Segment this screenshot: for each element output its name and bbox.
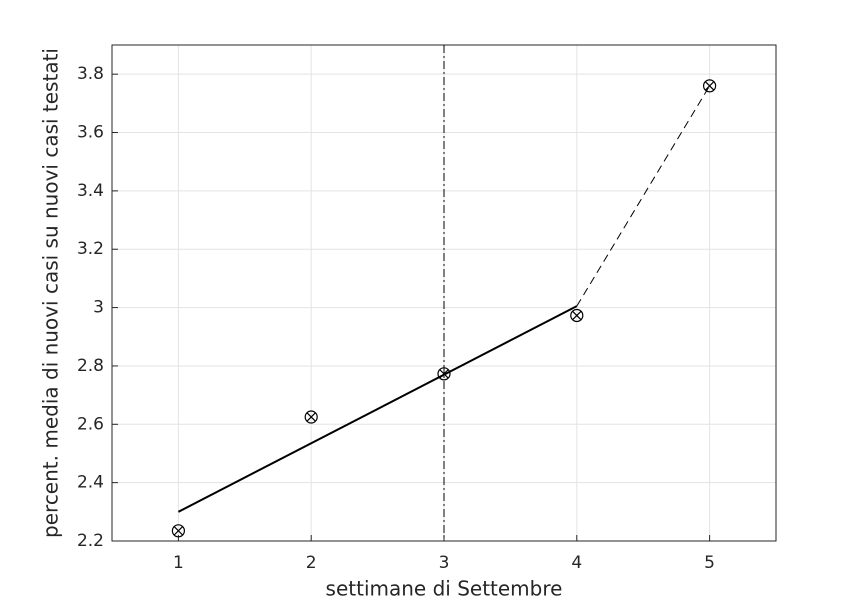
y-tick-label: 2.2 xyxy=(77,531,104,551)
marker-cross xyxy=(572,310,582,321)
y-tick-label: 2.8 xyxy=(77,356,104,376)
data-point xyxy=(570,308,584,323)
y-tick-label: 2.6 xyxy=(77,414,104,434)
x-axis-label: settimane di Settembre xyxy=(326,577,563,601)
line-series xyxy=(177,305,578,513)
y-tick-label: 3.4 xyxy=(77,181,104,201)
marker-circle xyxy=(702,79,717,93)
line-series xyxy=(576,85,711,307)
marker-cross xyxy=(173,526,184,536)
x-tick-label: 4 xyxy=(571,553,582,573)
y-axis-label: percent. media di nuovi casi su nuovi ca… xyxy=(39,48,63,538)
marker-circle xyxy=(437,367,451,381)
x-tick-label: 3 xyxy=(439,553,450,573)
data-point xyxy=(171,524,185,538)
y-tick-label: 3 xyxy=(93,298,104,318)
x-tick-label: 1 xyxy=(173,553,184,573)
y-tick-label: 2.4 xyxy=(77,473,104,493)
marker-circle xyxy=(570,308,584,323)
x-tick-label: 2 xyxy=(306,553,317,573)
y-tick-label: 3.6 xyxy=(77,123,104,143)
data-point xyxy=(304,410,318,424)
y-tick-label: 3.2 xyxy=(77,239,104,259)
marker-cross xyxy=(306,412,316,422)
marker-cross xyxy=(704,81,715,91)
x-tick-label: 5 xyxy=(704,553,715,573)
marker-circle xyxy=(171,524,185,538)
y-tick-label: 3.8 xyxy=(77,64,104,84)
marker-circle xyxy=(304,410,318,424)
data-point xyxy=(702,79,717,93)
